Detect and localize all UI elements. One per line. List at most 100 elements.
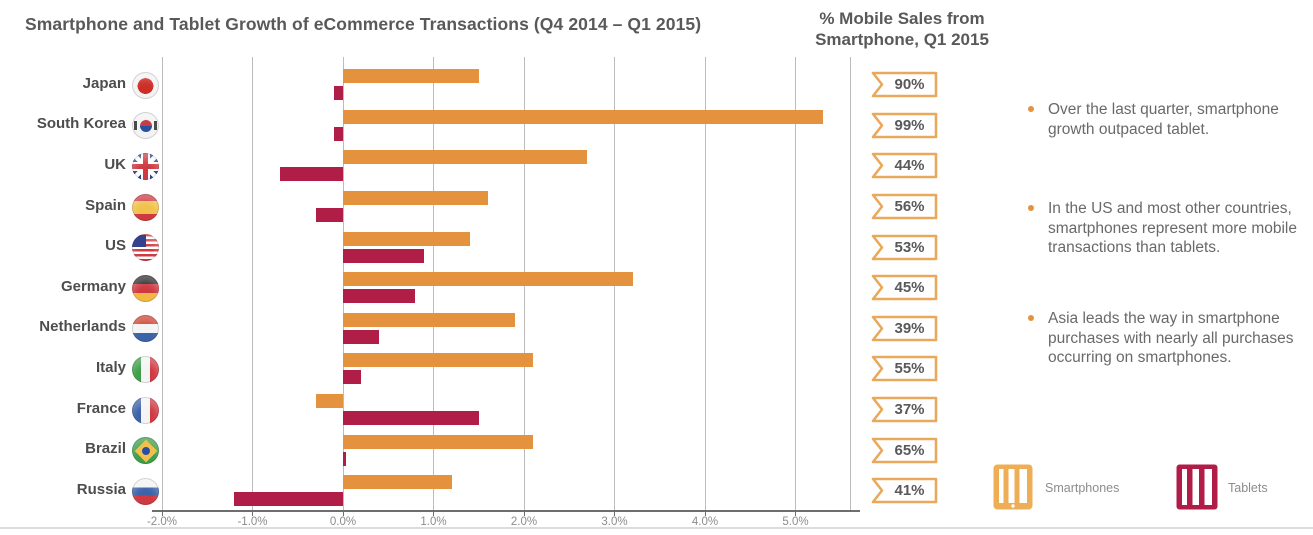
smartphone-bar bbox=[343, 312, 515, 327]
bullet-text: In the US and most other countries, smar… bbox=[1048, 200, 1297, 256]
share-value: 41% bbox=[894, 482, 925, 500]
axis-tick-label: -2.0% bbox=[146, 516, 178, 528]
badge-outline-icon bbox=[871, 112, 938, 139]
bullet-dot-icon bbox=[1028, 106, 1034, 112]
flag-russia-icon bbox=[132, 477, 159, 505]
country-label: Russia bbox=[76, 480, 126, 498]
tablet-bar bbox=[343, 411, 479, 425]
axis-tickmark bbox=[433, 510, 434, 516]
axis-tickmark bbox=[704, 510, 706, 516]
tablet-bar bbox=[343, 370, 362, 385]
flag-japan-icon bbox=[132, 71, 159, 99]
badge-outline-icon bbox=[871, 234, 938, 260]
tablet-bar bbox=[343, 248, 425, 263]
badge-outline-icon bbox=[871, 437, 938, 463]
plot-right-border bbox=[850, 57, 851, 510]
share-value: 55% bbox=[894, 360, 925, 378]
bullet-dot-icon bbox=[1028, 205, 1034, 211]
smartphone-bar bbox=[343, 353, 534, 368]
axis-tick-label: 3.0% bbox=[601, 516, 628, 528]
tablet-bar bbox=[343, 329, 380, 344]
share-badge: 65% bbox=[871, 437, 938, 464]
flag-netherlands-icon bbox=[132, 315, 159, 343]
chart-row: UK 44% bbox=[0, 146, 960, 187]
tablet-bar bbox=[343, 289, 416, 304]
smartphone-icon bbox=[993, 464, 1033, 510]
country-label: Italy bbox=[95, 358, 126, 376]
badge-outline-icon bbox=[871, 477, 938, 504]
badge-outline-icon bbox=[871, 71, 938, 98]
tablet-bar bbox=[333, 86, 343, 101]
flag-brazil-icon bbox=[132, 437, 159, 465]
bullet-dot-icon bbox=[1028, 315, 1034, 321]
chart-row: South Korea 99% bbox=[0, 105, 960, 146]
flag-france-icon bbox=[132, 396, 159, 424]
smartphone-bar bbox=[315, 394, 343, 408]
share-value: 37% bbox=[894, 401, 925, 418]
chart-row: Italy 55% bbox=[0, 349, 960, 390]
badge-outline-icon bbox=[871, 315, 938, 342]
badge-outline-icon bbox=[871, 356, 938, 382]
country-label: France bbox=[76, 399, 126, 417]
share-badge: 90% bbox=[871, 71, 938, 98]
axis-tickmark bbox=[161, 510, 163, 516]
bullet-item: In the US and most other countries, smar… bbox=[1026, 199, 1308, 258]
bullet-item: Asia leads the way in smartphone purchas… bbox=[1026, 309, 1308, 368]
flag-uk-icon bbox=[132, 152, 159, 180]
flag-south-korea-icon bbox=[132, 112, 159, 140]
share-badge: 39% bbox=[871, 315, 938, 342]
tablet-bar bbox=[234, 492, 343, 507]
country-label: UK bbox=[104, 155, 126, 173]
country-label: Brazil bbox=[85, 440, 126, 458]
badge-outline-icon bbox=[871, 193, 938, 220]
smartphone-bar bbox=[343, 69, 479, 84]
axis-tick-label: 1.0% bbox=[420, 516, 447, 528]
axis-tick-label: 0.0% bbox=[329, 516, 357, 528]
tablet-bar bbox=[279, 167, 343, 182]
flag-us-icon bbox=[132, 234, 159, 262]
axis-tick-label: 2.0% bbox=[510, 516, 538, 528]
smartphone-bar bbox=[343, 231, 470, 246]
axis-tickmark bbox=[795, 510, 796, 516]
bullet-item: Over the last quarter, smartphone growth… bbox=[1026, 100, 1308, 139]
share-badge: 53% bbox=[871, 234, 938, 261]
country-label: Spain bbox=[85, 196, 126, 214]
x-axis-line bbox=[152, 510, 860, 512]
share-badge: 37% bbox=[871, 396, 938, 423]
gridline bbox=[795, 57, 796, 510]
chart-row: Brazil 65% bbox=[0, 430, 960, 471]
chart-row: Germany 45% bbox=[0, 268, 960, 309]
gridline bbox=[161, 57, 163, 510]
axis-tickmark bbox=[614, 510, 615, 516]
country-label: Germany bbox=[60, 277, 126, 295]
legend-label: Tablets bbox=[1228, 481, 1268, 495]
share-value: 53% bbox=[894, 238, 925, 256]
country-label: US bbox=[105, 237, 126, 255]
axis-tickmark bbox=[252, 510, 253, 516]
gridline bbox=[704, 57, 706, 510]
chart-row: US 53% bbox=[0, 227, 960, 268]
smartphone-bar bbox=[343, 109, 823, 124]
flag-germany-icon bbox=[132, 274, 159, 302]
share-badge: 44% bbox=[871, 152, 938, 179]
country-label: Japan bbox=[82, 74, 126, 92]
bullet-text: Asia leads the way in smartphone purchas… bbox=[1048, 310, 1294, 366]
axis-tick-label: -1.0% bbox=[237, 516, 268, 528]
share-badge: 56% bbox=[871, 193, 938, 220]
share-value: 45% bbox=[894, 279, 925, 297]
axis-tickmark bbox=[342, 510, 344, 516]
tablet-icon bbox=[1176, 464, 1218, 510]
axis-tick-label: 5.0% bbox=[782, 516, 809, 528]
smartphone-bar bbox=[343, 475, 452, 490]
smartphone-bar bbox=[343, 191, 488, 205]
share-value: 65% bbox=[894, 441, 925, 459]
badge-outline-icon bbox=[871, 274, 938, 301]
share-value: 99% bbox=[894, 116, 925, 134]
chart-row: Japan 90% bbox=[0, 65, 960, 106]
chart-title: Smartphone and Tablet Growth of eCommerc… bbox=[25, 14, 702, 34]
tablet-bar bbox=[333, 126, 343, 141]
chart-row: Netherlands 39% bbox=[0, 308, 960, 349]
flag-spain-icon bbox=[132, 193, 159, 221]
country-label: Netherlands bbox=[39, 318, 126, 336]
